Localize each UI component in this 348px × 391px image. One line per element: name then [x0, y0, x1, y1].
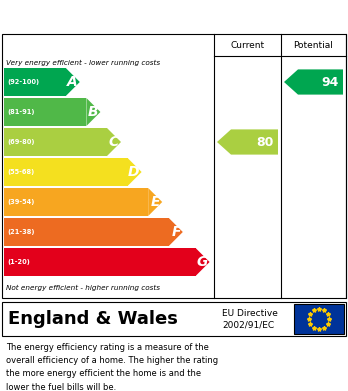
Polygon shape [217, 129, 278, 154]
Text: Current: Current [230, 41, 264, 50]
Text: (21-38): (21-38) [7, 229, 34, 235]
Bar [4, 218, 169, 246]
Bar [4, 248, 196, 276]
Text: A: A [67, 75, 78, 89]
Polygon shape [128, 158, 142, 186]
Bar [4, 98, 86, 126]
Text: The energy efficiency rating is a measure of the
overall efficiency of a home. T: The energy efficiency rating is a measur… [6, 343, 218, 391]
Text: (1-20): (1-20) [7, 259, 30, 265]
Bar [4, 158, 128, 186]
Polygon shape [169, 218, 183, 246]
Text: Very energy efficient - lower running costs: Very energy efficient - lower running co… [6, 60, 160, 66]
Bar [4, 128, 107, 156]
Text: EU Directive
2002/91/EC: EU Directive 2002/91/EC [222, 308, 278, 329]
Bar [294, 304, 344, 334]
Text: 80: 80 [256, 136, 274, 149]
Text: Potential: Potential [294, 41, 333, 50]
Text: (92-100): (92-100) [7, 79, 39, 85]
Bar [4, 188, 148, 216]
Polygon shape [284, 69, 343, 95]
Bar [4, 68, 66, 96]
Text: B: B [88, 105, 98, 119]
Text: Energy Efficiency Rating: Energy Efficiency Rating [8, 9, 229, 23]
Bar [2, 302, 346, 336]
Text: (81-91): (81-91) [7, 109, 34, 115]
Text: 94: 94 [322, 75, 339, 88]
Polygon shape [148, 188, 162, 216]
Text: (39-54): (39-54) [7, 199, 34, 205]
Text: C: C [109, 135, 119, 149]
Polygon shape [196, 248, 209, 276]
Polygon shape [86, 98, 101, 126]
Text: G: G [196, 255, 207, 269]
Polygon shape [107, 128, 121, 156]
Text: England & Wales: England & Wales [8, 310, 178, 328]
Text: Not energy efficient - higher running costs: Not energy efficient - higher running co… [6, 285, 160, 291]
Polygon shape [66, 68, 80, 96]
Text: (55-68): (55-68) [7, 169, 34, 175]
Text: F: F [171, 225, 181, 239]
Text: D: D [128, 165, 140, 179]
Text: E: E [151, 195, 160, 209]
Text: (69-80): (69-80) [7, 139, 34, 145]
